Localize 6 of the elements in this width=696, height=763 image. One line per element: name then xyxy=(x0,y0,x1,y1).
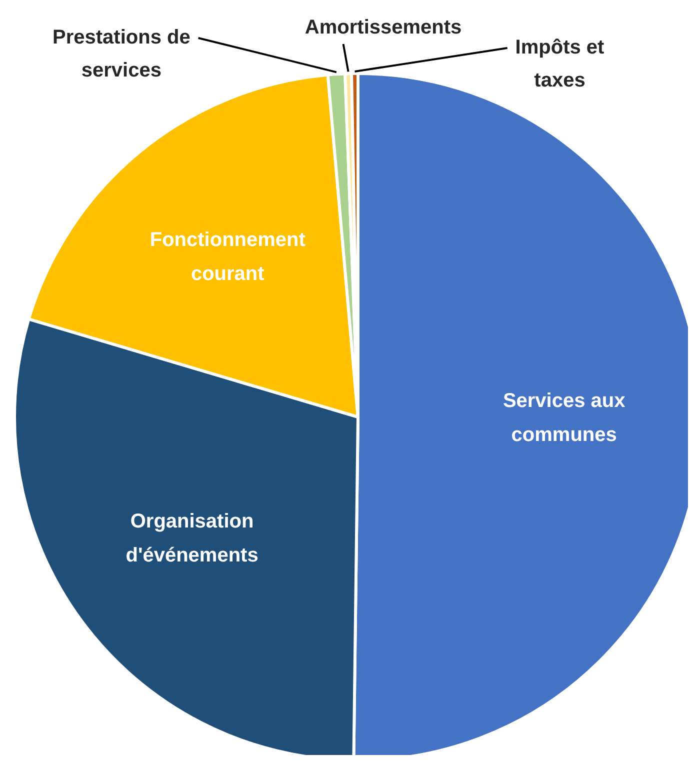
slice-label: Impôts et taxes xyxy=(515,36,605,92)
slice-label: Organisation d'événements xyxy=(126,510,258,567)
slice-label: Fonctionnement courant xyxy=(150,228,306,285)
slice-label: Prestations de services xyxy=(52,26,190,82)
slice-label: Services aux communes xyxy=(502,390,626,446)
slice-label: Amortissements xyxy=(304,16,462,39)
